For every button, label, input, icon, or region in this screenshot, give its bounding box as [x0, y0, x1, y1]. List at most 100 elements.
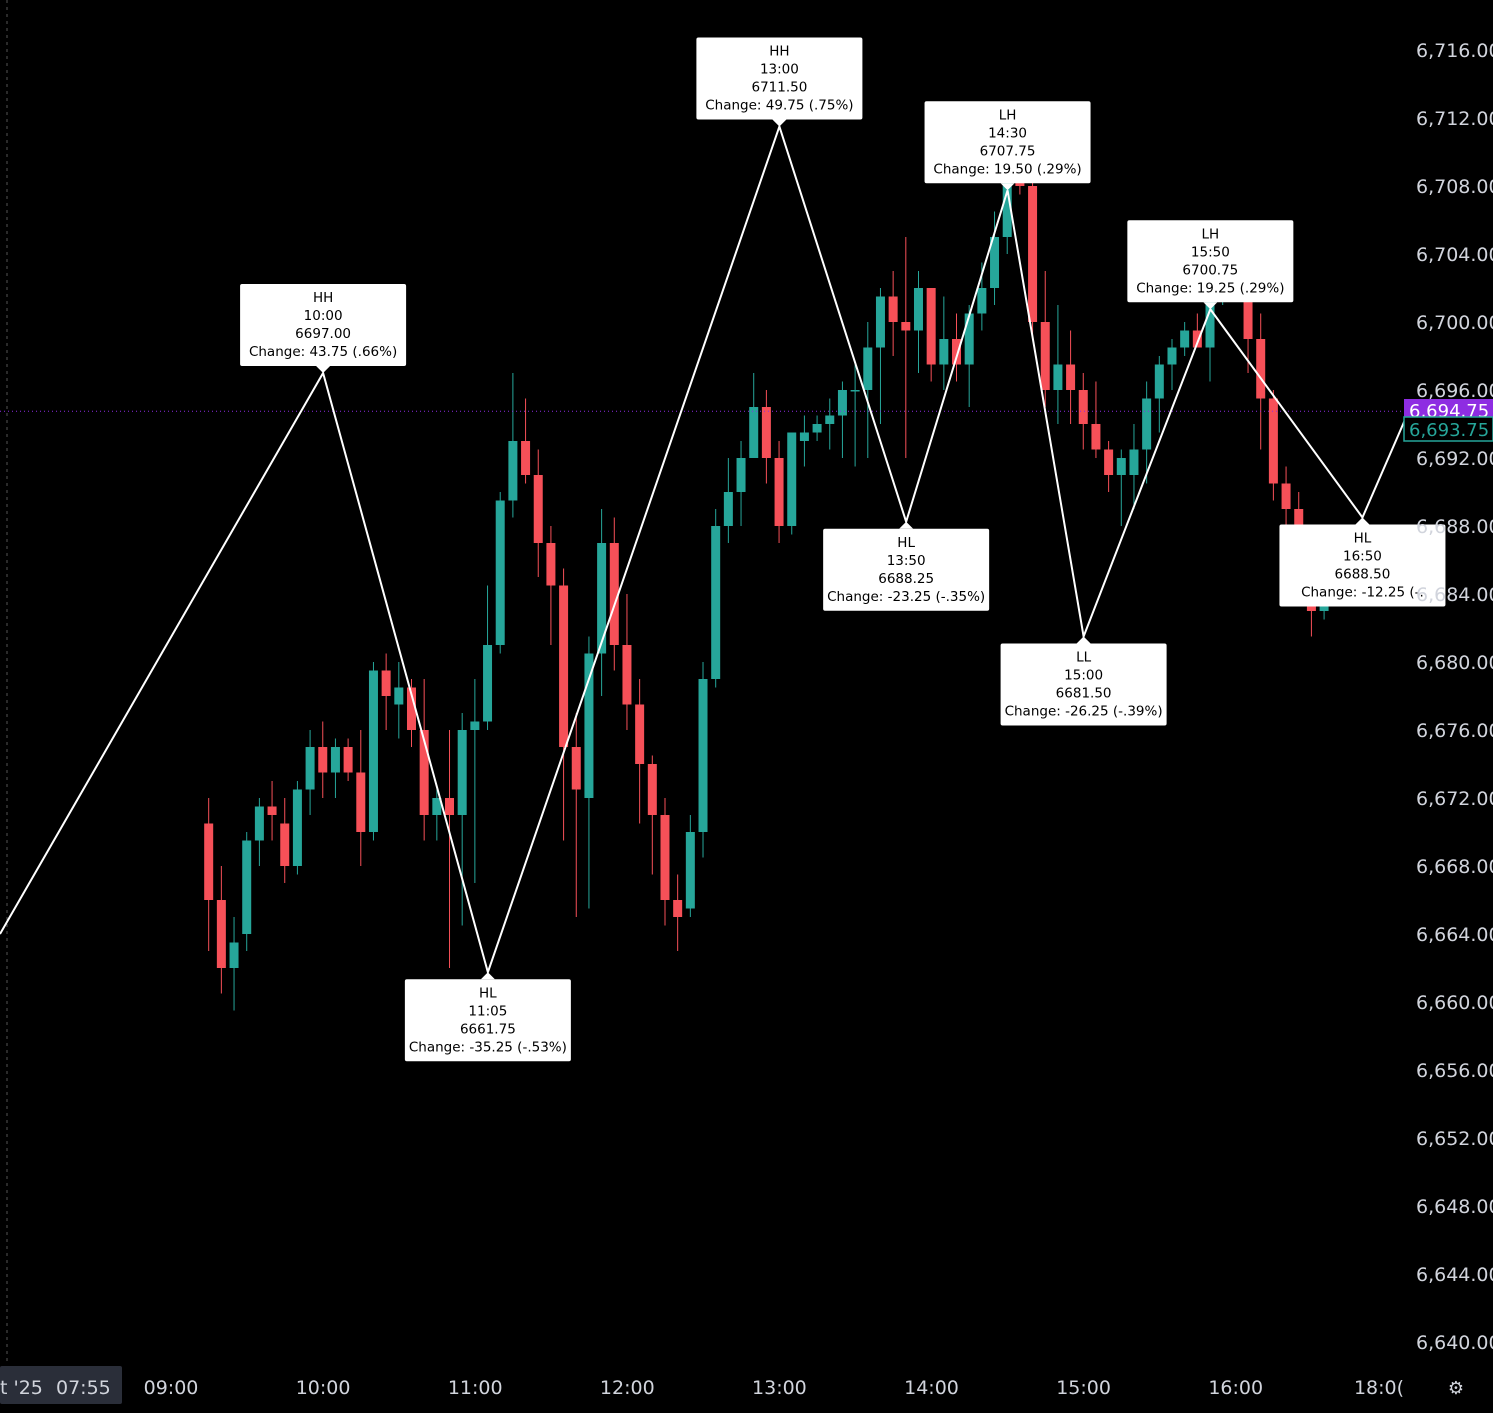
current-price-label: 6,693.75	[1409, 420, 1489, 441]
candle-body	[1116, 458, 1126, 475]
candle	[1142, 381, 1152, 484]
candle-body	[799, 432, 809, 441]
pivot-label-ll[interactable]: LL 15:00 6681.50 Change: -26.25 (-.39%)	[1000, 636, 1167, 726]
pivot-label-lh[interactable]: LH 15:50 6700.75 Change: 19.25 (.29%)	[1127, 220, 1294, 310]
candle-body	[584, 653, 594, 798]
candle-body	[647, 764, 657, 815]
pivot-pointer	[480, 972, 495, 980]
y-tick-label: 6,692.00	[1416, 448, 1493, 470]
pivot-pointer	[1355, 517, 1370, 525]
candle	[901, 237, 911, 458]
candle-body	[901, 322, 911, 331]
pivot-price: 6700.75	[1182, 262, 1238, 278]
pivot-pointer	[1076, 636, 1091, 644]
candle	[952, 313, 962, 382]
pivot-pointer	[1000, 183, 1015, 191]
date-badge	[0, 1366, 122, 1404]
pivot-time: 15:00	[1064, 668, 1103, 684]
pivot-pointer	[316, 366, 331, 373]
candle-body	[1028, 186, 1038, 322]
pivot-label-hl[interactable]: HL 16:50 6688.50 Change: -12.25 (-.	[1279, 517, 1446, 607]
pivot-price: 6661.75	[460, 1021, 516, 1037]
candle	[419, 679, 429, 841]
pivot-change: Change: 19.50 (.29%)	[933, 161, 1081, 177]
candle-body	[432, 798, 442, 815]
y-tick-label: 6,696.00	[1416, 380, 1493, 402]
candle	[229, 917, 239, 1011]
y-tick-label: 6,676.00	[1416, 720, 1493, 742]
pivot-price: 6688.25	[878, 571, 934, 587]
price-axis[interactable]: 6,716.00 6,712.00 6,708.00 6,704.00 6,700.00…	[1416, 40, 1493, 1354]
pivot-time: 15:50	[1191, 244, 1230, 260]
y-tick-label: 6,668.00	[1416, 856, 1493, 878]
candle	[863, 322, 873, 458]
candle-body	[343, 747, 353, 773]
candle-body	[787, 432, 797, 526]
candle-body	[267, 806, 277, 815]
pivot-change: Change: -12.25 (-.	[1301, 585, 1424, 601]
x-tick-label: 16:00	[1208, 1377, 1263, 1399]
candle-body	[952, 339, 962, 365]
y-tick-label: 6,716.00	[1416, 40, 1493, 62]
candle-body	[1192, 330, 1202, 348]
candle-body	[394, 687, 404, 705]
x-tick-label: 13:00	[752, 1377, 807, 1399]
y-tick-label: 6,664.00	[1416, 924, 1493, 946]
candle	[749, 373, 759, 458]
candle	[254, 798, 264, 866]
x-tick-label: 18:0(	[1354, 1377, 1404, 1399]
pivot-change: Change: 19.25 (.29%)	[1136, 280, 1284, 296]
candle	[356, 730, 366, 866]
candle-body	[254, 806, 264, 841]
candle	[508, 373, 518, 518]
candle	[685, 815, 695, 917]
x-tick-label: 15:00	[1056, 1377, 1111, 1399]
y-tick-label: 6,656.00	[1416, 1060, 1493, 1082]
candle-body	[356, 772, 366, 832]
pivot-label-hh[interactable]: HH 10:00 6697.00 Change: 43.75 (.66%)	[240, 284, 407, 373]
candle	[406, 679, 416, 747]
candle	[913, 271, 923, 373]
candle	[432, 789, 442, 841]
candle	[711, 509, 721, 688]
candle	[647, 755, 657, 875]
y-tick-label: 6,712.00	[1416, 108, 1493, 130]
candle-body	[242, 840, 252, 934]
candle	[698, 662, 708, 858]
gear-icon[interactable]: ⚙	[1447, 1378, 1465, 1399]
candle-body	[368, 670, 378, 832]
x-tick-label: 12:00	[600, 1377, 655, 1399]
pivot-label-hl[interactable]: HL 11:05 6661.75 Change: -35.25 (-.53%)	[404, 972, 571, 1062]
pivot-box	[1127, 220, 1294, 303]
candle	[1028, 169, 1038, 339]
pivot-box	[1000, 643, 1167, 726]
x-tick-label: 10:00	[296, 1377, 351, 1399]
candle-body	[711, 526, 721, 679]
candle	[1167, 339, 1177, 390]
pivot-type: LL	[1076, 650, 1092, 666]
candle	[305, 730, 315, 815]
pivot-label-hl[interactable]: HL 13:50 6688.25 Change: -23.25 (-.35%)	[823, 521, 990, 611]
time-axis[interactable]: t '25 07:55 09:00 10:00 11:00 12:00 13:00 14:…	[0, 1366, 1404, 1404]
pivot-label-hh[interactable]: HH 13:00 6711.50 Change: 49.75 (.75%)	[696, 37, 863, 127]
current-price-tag	[1403, 416, 1493, 442]
date-label: t '25	[0, 1377, 43, 1399]
candle-body	[1129, 449, 1139, 475]
candle-body	[216, 900, 226, 968]
candle-body	[280, 823, 290, 866]
candle	[1104, 441, 1114, 492]
price-tags: 6,694.75 6,693.75	[1403, 399, 1493, 442]
candle-body	[381, 670, 391, 696]
candle-body	[964, 313, 974, 365]
candle-body	[597, 543, 607, 654]
pivot-pointer	[1203, 302, 1218, 310]
pivot-box	[1279, 524, 1446, 607]
candle-body	[875, 296, 885, 348]
y-tick-label: 6,708.00	[1416, 176, 1493, 198]
pivot-label-lh[interactable]: LH 14:30 6707.75 Change: 19.50 (.29%)	[924, 101, 1091, 191]
candle	[292, 781, 302, 875]
candle-body	[660, 815, 670, 900]
candle	[837, 381, 847, 458]
candle-body	[1281, 483, 1291, 509]
